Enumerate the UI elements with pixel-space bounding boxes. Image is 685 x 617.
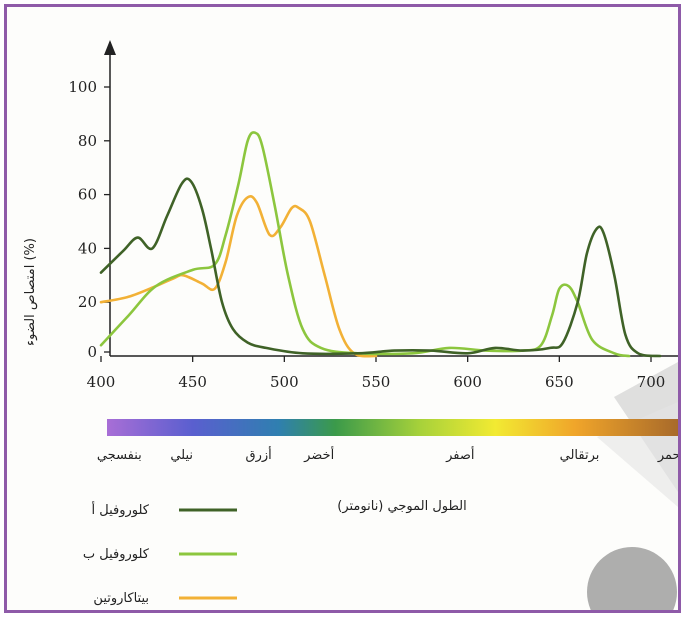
x-ticks: 400 450 500 550 600 650 700 (87, 356, 666, 391)
spectrum-color-label: برتقالي (560, 448, 600, 463)
spectrum-color-label: أزرق (246, 446, 272, 463)
legend: كلوروفيل أ كلوروفيل ب بيتاكاروتين (83, 501, 237, 606)
x-tick-label: 500 (270, 373, 299, 391)
series-line-3 (99, 194, 378, 358)
y-tick-label: 80 (78, 132, 97, 150)
series-line-1 (99, 177, 662, 358)
spectrum-color-label: نيلي (170, 448, 193, 463)
spectrum-color-label: بنفسجي (97, 448, 142, 463)
x-tick-label: 400 (87, 373, 116, 391)
x-tick-label: 650 (545, 373, 574, 391)
legend-label: كلوروفيل أ (92, 501, 150, 518)
x-tick-label: 550 (362, 373, 391, 391)
watermark-circle (587, 547, 677, 610)
x-tick-label: 600 (453, 373, 482, 391)
y-tick-label: 60 (78, 186, 97, 204)
y-tick-label: 100 (68, 78, 97, 96)
spectrum-color-label: أحمر (657, 446, 678, 463)
x-tick-label: 700 (637, 373, 666, 391)
y-tick-label: 40 (78, 239, 97, 257)
figure-frame: 0 20 40 60 80 100 400 450 500 550 600 650 700 امتصا… (4, 4, 681, 613)
legend-label: بيتاكاروتين (93, 591, 149, 606)
series-line-2 (99, 131, 631, 358)
x-tick-label: 450 (178, 373, 207, 391)
y-axis-arrow-icon (104, 40, 116, 55)
spectrum-labels: بنفسجي نيلي أزرق أخضر أصفر برتقالي أحمر (97, 446, 678, 463)
absorption-spectrum-chart: 0 20 40 60 80 100 400 450 500 550 600 650 700 امتصا… (23, 40, 678, 610)
visible-spectrum-bar (107, 419, 678, 436)
series-group (99, 131, 662, 358)
y-tick-label: 20 (78, 293, 97, 311)
spectrum-color-label: أصفر (445, 446, 474, 463)
y-ticks: 0 20 40 60 80 100 (68, 78, 110, 361)
y-axis-label: امتصاص الضوء (%) (23, 238, 38, 346)
spectrum-color-label: أخضر (303, 446, 334, 463)
legend-label: كلوروفيل ب (83, 547, 150, 562)
x-axis-label: الطول الموجي (نانومتر) (337, 499, 466, 514)
y-tick-label: 0 (87, 343, 97, 361)
